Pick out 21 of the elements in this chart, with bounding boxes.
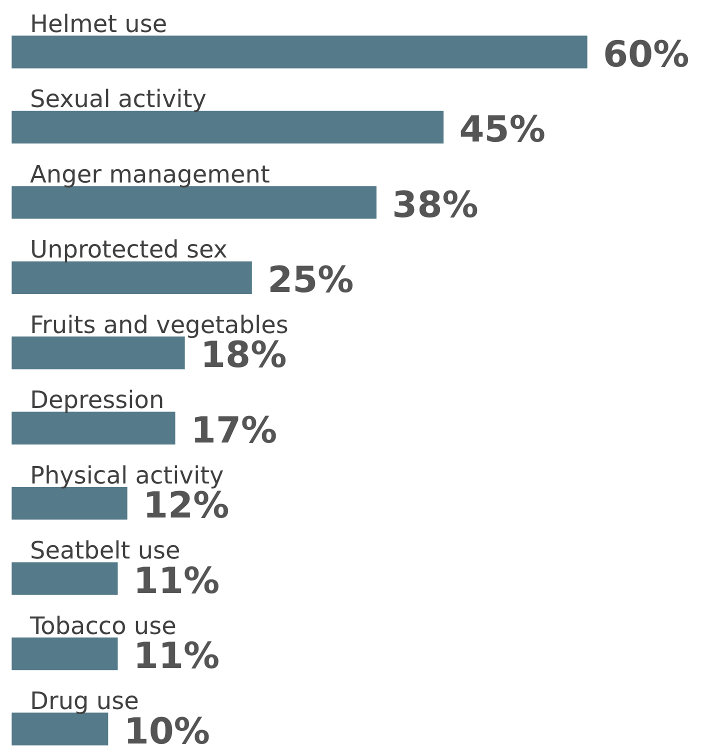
- bar: [12, 186, 376, 219]
- bar: [12, 487, 128, 520]
- y-tick-label: Unprotected sex: [30, 236, 228, 264]
- y-tick-label: Depression: [30, 386, 164, 414]
- bar: [12, 562, 118, 595]
- bar: [12, 712, 108, 746]
- data-label: 45%: [459, 110, 546, 151]
- bar: [12, 637, 118, 670]
- y-tick-label: Physical activity: [30, 461, 224, 490]
- y-tick-label: Anger management: [30, 160, 270, 188]
- bar: [12, 261, 252, 294]
- bar: [12, 110, 444, 144]
- y-tick-label: Sexual activity: [30, 85, 206, 114]
- bar: [12, 36, 588, 68]
- y-tick-label: Helmet use: [30, 10, 168, 38]
- bar: [12, 412, 176, 444]
- data-label: 17%: [190, 410, 278, 452]
- data-label: 60%: [603, 34, 690, 76]
- data-label: 38%: [392, 184, 478, 226]
- data-label: 25%: [268, 260, 354, 302]
- bar: [12, 336, 185, 370]
